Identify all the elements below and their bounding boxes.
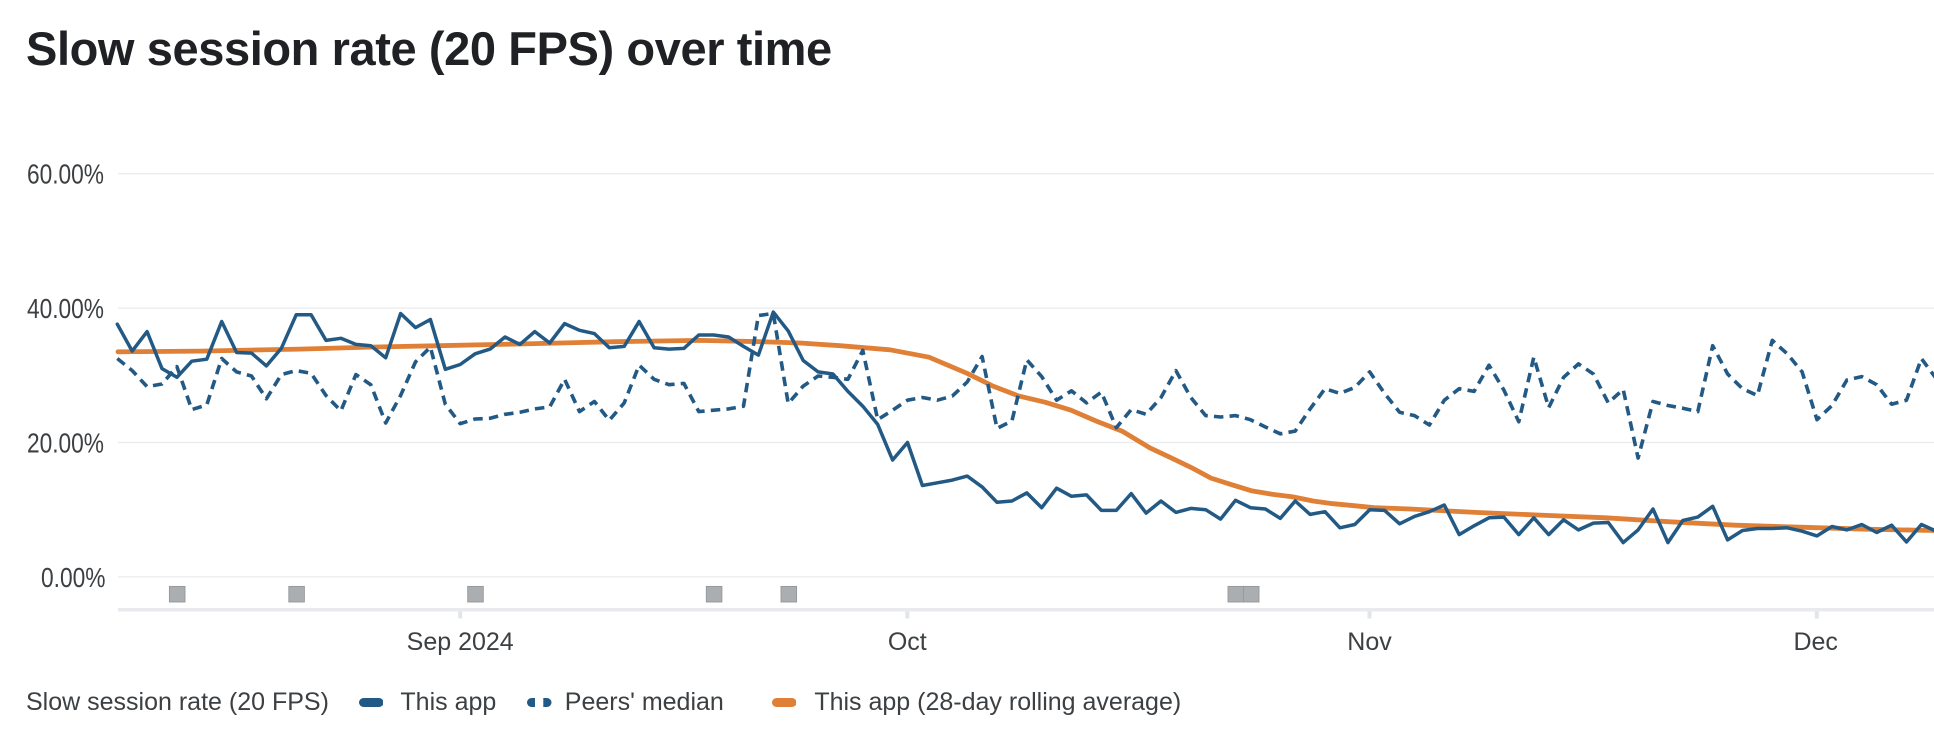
svg-text:Oct: Oct	[888, 628, 927, 656]
svg-text:Dec: Dec	[1793, 628, 1837, 656]
svg-text:Nov: Nov	[1347, 628, 1392, 656]
svg-text:Sep 2024: Sep 2024	[407, 628, 514, 656]
svg-text:60.00%: 60.00%	[27, 159, 104, 190]
svg-text:40.00%: 40.00%	[27, 293, 104, 324]
svg-text:0.00%: 0.00%	[41, 562, 106, 593]
svg-text:20.00%: 20.00%	[27, 428, 104, 459]
